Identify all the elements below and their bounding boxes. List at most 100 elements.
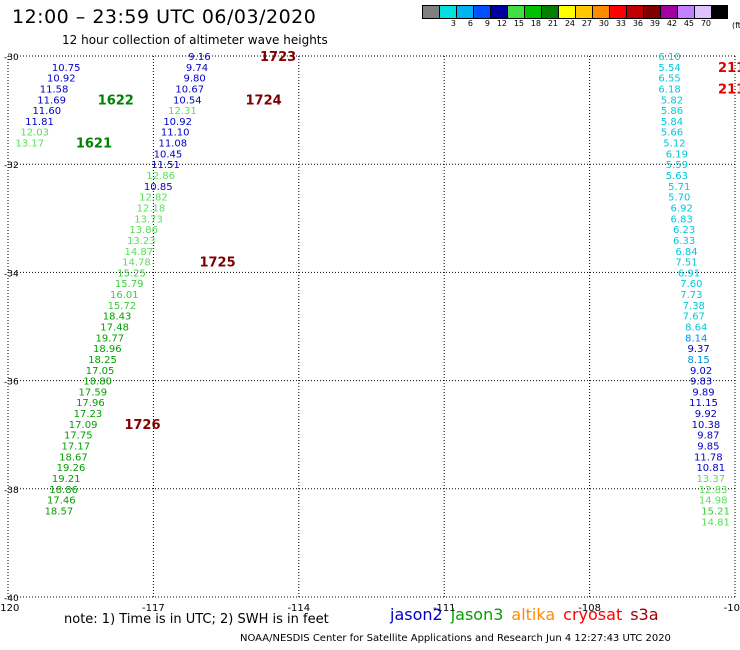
wave-height-point: 17.48 <box>100 323 129 334</box>
legend-item: jason3 <box>450 605 504 624</box>
y-tick-label: -34 <box>4 269 19 279</box>
color-scale-unit: (ft) <box>732 21 740 30</box>
pass-time-label: 1726 <box>124 418 160 433</box>
color-scale-label: 42 <box>666 19 677 28</box>
wave-height-point: 17.46 <box>47 496 76 507</box>
satellite-legend: jason2 jason3 altika cryosat s3a <box>390 605 667 624</box>
legend-item: altika <box>511 605 556 624</box>
wave-height-point: 11.81 <box>25 117 54 128</box>
y-tick-label: -38 <box>4 486 19 496</box>
wave-height-point: 10.92 <box>163 117 192 128</box>
wave-height-point: 9.80 <box>183 74 205 85</box>
wave-height-point: 10.85 <box>144 182 173 193</box>
wave-height-point: 11.51 <box>151 160 180 171</box>
wave-height-point: 5.66 <box>661 128 683 139</box>
wave-height-point: 12.82 <box>139 193 168 204</box>
wave-height-point: 18.80 <box>83 377 112 388</box>
wave-height-point: 8.64 <box>685 323 707 334</box>
wave-height-point: 18.57 <box>45 506 74 517</box>
wave-height-point: 19.77 <box>95 333 124 344</box>
wave-height-point: 15.21 <box>701 506 730 517</box>
y-tick-label: -30 <box>4 53 19 63</box>
color-scale-label: 39 <box>649 19 660 28</box>
wave-height-point: 14.98 <box>699 496 728 507</box>
wave-height-point: 5.63 <box>666 171 688 182</box>
wave-height-point: 5.82 <box>661 95 683 106</box>
footnote: note: 1) Time is in UTC; 2) SWH is in fe… <box>64 612 329 627</box>
wave-height-point: 8.15 <box>688 355 710 366</box>
wave-height-point: 16.01 <box>110 290 139 301</box>
x-tick-label: -105 <box>724 603 740 614</box>
color-scale-swatch <box>660 5 677 19</box>
color-scale-swatch <box>422 5 439 19</box>
y-tick-label: -40 <box>4 594 19 604</box>
wave-height-point: 13.73 <box>134 214 163 225</box>
color-scale-label <box>422 19 439 28</box>
wave-height-point: 7.73 <box>680 290 702 301</box>
wave-height-point: 11.08 <box>158 139 187 150</box>
color-scale-label: 3 <box>450 19 456 28</box>
x-tick-label: -120 <box>0 603 19 614</box>
wave-height-point: 9.92 <box>695 409 717 420</box>
wave-height-point: 5.71 <box>668 182 690 193</box>
wave-height-point: 18.86 <box>49 485 78 496</box>
wave-height-point: 10.45 <box>154 149 183 160</box>
pass-time-label: 2119 <box>718 61 740 76</box>
wave-height-point: 6.33 <box>673 236 695 247</box>
color-scale-label: 12 <box>496 19 507 28</box>
color-scale-label: 21 <box>547 19 558 28</box>
wave-height-point: 5.70 <box>668 193 690 204</box>
color-scale-swatch <box>524 5 541 19</box>
pass-time-label: 2119 <box>718 82 740 97</box>
color-scale-label: 9 <box>484 19 490 28</box>
wave-height-point: 15.25 <box>117 268 146 279</box>
wave-height-point: 14.81 <box>701 517 730 528</box>
wave-height-point: 9.85 <box>697 442 719 453</box>
wave-height-point: 6.18 <box>658 84 680 95</box>
y-tick-label: -36 <box>4 378 19 388</box>
wave-height-point: 9.83 <box>690 377 712 388</box>
wave-height-point: 9.16 <box>188 52 210 63</box>
wave-height-point: 11.10 <box>161 128 190 139</box>
wave-height-point: 13.23 <box>127 236 156 247</box>
credit-line: NOAA/NESDIS Center for Satellite Applica… <box>240 633 671 644</box>
color-scale-label: 33 <box>615 19 626 28</box>
wave-height-point: 10.81 <box>696 463 725 474</box>
axis-ticks: -120 -117 -114 -111 -108 -105 -30 -32 -34 -36 -38 -… <box>0 53 740 614</box>
color-scale-label: 18 <box>530 19 541 28</box>
color-scale-labels: 3 6 9 12 15 18 21 24 27 30 33 36 39 42 45 70 <box>422 19 728 28</box>
color-scale-swatch <box>558 5 575 19</box>
wave-height-point: 17.59 <box>78 387 107 398</box>
wave-height-point: 17.17 <box>62 442 91 453</box>
wave-height-point: 12.31 <box>168 106 197 117</box>
legend-item: s3a <box>630 605 659 624</box>
wave-height-point: 19.26 <box>57 463 86 474</box>
wave-height-point: 5.59 <box>666 160 688 171</box>
wave-height-point: 18.25 <box>88 355 117 366</box>
wave-height-point: 10.67 <box>175 84 204 95</box>
wave-height-point: 9.87 <box>697 431 719 442</box>
wave-height-point: 13.86 <box>129 225 158 236</box>
wave-height-point: 6.91 <box>678 268 700 279</box>
wave-height-point: 11.60 <box>32 106 61 117</box>
wave-height-point: 5.12 <box>663 139 685 150</box>
x-tick-label: -111 <box>433 603 456 614</box>
wave-height-point: 17.09 <box>69 420 98 431</box>
legend-item: cryosat <box>563 605 623 624</box>
color-scale-swatch <box>694 5 711 19</box>
color-scale-label: 30 <box>598 19 609 28</box>
x-tick-label: -114 <box>287 603 310 614</box>
y-tick-label: -32 <box>4 161 19 171</box>
wave-height-point: 13.17 <box>15 139 44 150</box>
wave-height-point: 10.92 <box>47 74 76 85</box>
wave-height-point: 7.51 <box>675 258 697 269</box>
color-scale-swatch <box>456 5 473 19</box>
wave-height-point: 7.67 <box>683 312 705 323</box>
color-scale-label <box>711 19 728 28</box>
pass-time-label: 1622 <box>98 93 134 108</box>
wave-height-point: 6.23 <box>673 225 695 236</box>
wave-height-point: 6.84 <box>675 247 697 258</box>
grid-lines <box>7 55 736 598</box>
wave-height-point: 10.75 <box>52 63 81 74</box>
